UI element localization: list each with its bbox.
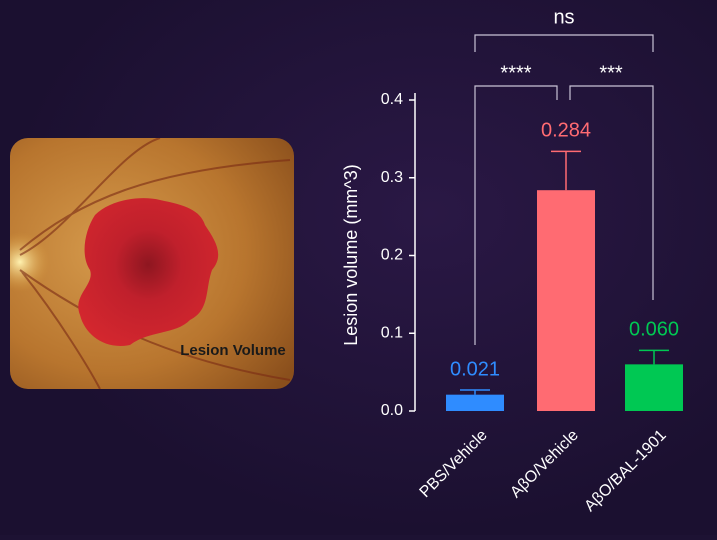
y-tick-label: 0.1 [381, 324, 403, 341]
x-tick-label: AβO/BAL-1901 [581, 427, 669, 515]
significance-bracket [474, 85, 558, 345]
value-label: 0.021 [450, 358, 500, 380]
bar [625, 364, 683, 411]
y-tick-label: 0.3 [381, 169, 403, 186]
x-tick-label: AβO/Vehicle [507, 427, 582, 502]
y-tick-label: 0.2 [381, 247, 403, 264]
x-tick-label: PBS/Vehicle [417, 427, 491, 501]
significance-label: *** [599, 62, 623, 84]
significance-bracket [474, 34, 654, 52]
bar [446, 394, 504, 411]
bar [537, 190, 595, 411]
value-label: 0.060 [629, 319, 679, 341]
y-tick-label: 0.0 [381, 402, 403, 419]
y-tick-label: 0.4 [381, 91, 403, 108]
value-label: 0.284 [541, 120, 591, 142]
significance-label: **** [500, 62, 531, 84]
significance-bracket [569, 85, 654, 300]
y-axis-label: Lesion volume (mm^3) [341, 164, 361, 346]
significance-label: ns [553, 6, 574, 28]
fundus-image: Lesion Volume [10, 138, 294, 389]
image-label: Lesion Volume [180, 342, 286, 359]
